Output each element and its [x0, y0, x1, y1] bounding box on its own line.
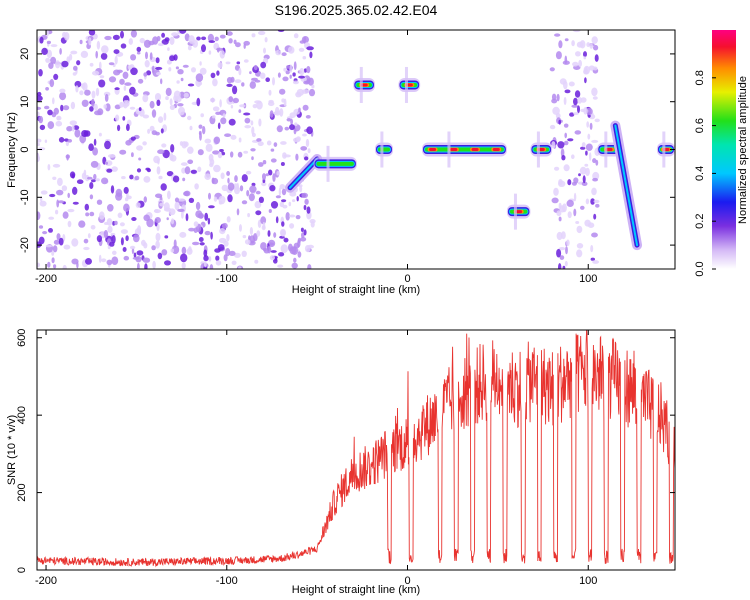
colorbar-tick-label-2: 0.4: [694, 166, 706, 181]
snr-xtick-label-1: -100: [216, 575, 238, 587]
colorbar-gradient: [712, 30, 736, 269]
spectrogram-ytick-label-4: 20: [19, 48, 31, 60]
spectrogram-plot-area: [37, 30, 675, 269]
heatmap-feature-9: [549, 30, 600, 269]
colorbar-ticks: 0.0 0.2 0.4 0.6 0.8: [694, 70, 716, 277]
heatmap-feature-0: [37, 30, 316, 269]
spectrogram-ytick-label-0: -20: [19, 237, 31, 253]
spectrogram-ytick-label-3: 10: [19, 96, 31, 108]
spectrogram-xtick-label-3: 100: [579, 273, 597, 285]
colorbar-tick-label-4: 0.8: [694, 70, 706, 85]
spectrogram-ytick-label-1: -10: [19, 189, 31, 205]
spectrogram-ytick-label-2: 0: [19, 146, 31, 152]
colorbar-label: Normalized spectral amplitude: [737, 76, 749, 224]
snr-frame: [36, 329, 676, 571]
heatmap-feature-11: [610, 120, 643, 251]
snr-panel: -200 -100 0 100 0 200 400 600 Height of straigh…: [6, 329, 676, 596]
heatmap-feature-3: [353, 66, 375, 103]
snr-ytick-label-1: 200: [16, 483, 28, 501]
spectrogram-xtick-label-2: 0: [404, 273, 410, 285]
snr-plot-area: [37, 330, 675, 568]
snr-xtick-label-2: 0: [404, 575, 410, 587]
snr-xtick-label-0: -200: [35, 575, 57, 587]
spectrogram-ylabel: Frequency (Hz): [6, 112, 18, 188]
spectrogram-xlabel: Height of straight line (km): [292, 284, 420, 296]
snr-ytick-label-0: 0: [16, 567, 28, 573]
heatmap-feature-8: [530, 131, 553, 168]
colorbar-tick-label-0: 0.0: [694, 261, 706, 276]
snr-ticks: -200 -100 0 100 0 200 400 600: [16, 329, 675, 587]
figure-title: S196.2025.365.02.42.E04: [275, 2, 438, 18]
spectrogram-xtick-label-0: -200: [35, 273, 57, 285]
colorbar-tick-label-3: 0.6: [694, 118, 706, 133]
snr-ylabel: SNR (10 * v/v): [6, 415, 18, 485]
snr-xtick-label-3: 100: [579, 575, 597, 587]
snr-ytick-label-3: 600: [16, 329, 28, 347]
heatmap-feature-7: [506, 193, 531, 230]
heatmap-feature-12: [656, 131, 675, 168]
heatmap-feature-2: [313, 145, 357, 182]
heatmap-feature-6: [421, 131, 507, 168]
heatmap-feature-1: [285, 154, 323, 193]
colorbar-tick-label-1: 0.2: [694, 214, 706, 229]
snr-line-series: [37, 330, 675, 568]
colorbar: 0.0 0.2 0.4 0.6 0.8 Normalized spectral ampl…: [694, 30, 749, 277]
spectrogram-xtick-label-1: -100: [216, 273, 238, 285]
heatmap-feature-4: [374, 131, 394, 168]
heatmap-feature-5: [398, 66, 421, 103]
snr-xlabel: Height of straight line (km): [292, 584, 420, 596]
snr-ytick-label-2: 400: [16, 406, 28, 424]
